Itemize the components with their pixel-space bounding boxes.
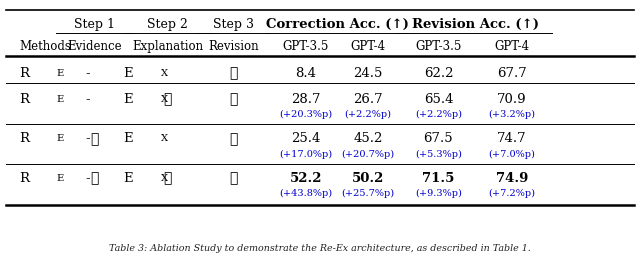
Text: (+25.7%p): (+25.7%p) [341, 189, 395, 198]
Text: -: - [86, 93, 90, 106]
Text: (+5.3%p): (+5.3%p) [415, 150, 462, 159]
Text: Explanation: Explanation [132, 40, 204, 53]
Text: ✓: ✓ [229, 171, 238, 185]
Text: R: R [19, 93, 29, 106]
Text: Step 2: Step 2 [147, 18, 188, 31]
Text: ✓: ✓ [229, 132, 238, 146]
Text: 8.4: 8.4 [296, 67, 316, 80]
Text: E: E [57, 174, 64, 183]
Text: R: R [19, 132, 29, 145]
Text: ✓: ✓ [90, 132, 99, 146]
Text: 45.2: 45.2 [353, 132, 383, 145]
Text: (+7.0%p): (+7.0%p) [488, 150, 536, 159]
Text: ✓: ✓ [90, 171, 99, 185]
Text: Table 3: Ablation Study to demonstrate the Re-Ex architecture, as described in T: Table 3: Ablation Study to demonstrate t… [109, 244, 531, 254]
Text: Step 1: Step 1 [74, 18, 115, 31]
Text: 28.7: 28.7 [291, 93, 321, 106]
Text: E: E [57, 69, 64, 78]
Text: 50.2: 50.2 [352, 172, 384, 185]
Text: Correction Acc. (↑): Correction Acc. (↑) [266, 18, 408, 31]
Text: (+2.2%p): (+2.2%p) [415, 110, 462, 119]
Text: 70.9: 70.9 [497, 93, 527, 106]
Text: Methods: Methods [19, 40, 71, 53]
Text: 62.2: 62.2 [424, 67, 453, 80]
Text: Revision: Revision [208, 40, 259, 53]
Text: E: E [123, 93, 132, 106]
Text: 74.9: 74.9 [496, 172, 528, 185]
Text: (+20.7%p): (+20.7%p) [341, 150, 395, 159]
Text: -: - [86, 172, 90, 185]
Text: 52.2: 52.2 [290, 172, 322, 185]
Text: ✓: ✓ [163, 171, 172, 185]
Text: (+20.3%p): (+20.3%p) [279, 110, 333, 119]
Text: Revision Acc. (↑): Revision Acc. (↑) [412, 18, 539, 31]
Text: GPT-3.5: GPT-3.5 [283, 40, 329, 53]
Text: (+43.8%p): (+43.8%p) [279, 189, 333, 198]
Text: 67.5: 67.5 [424, 132, 453, 145]
Text: 67.7: 67.7 [497, 67, 527, 80]
Text: (+2.2%p): (+2.2%p) [344, 110, 392, 119]
Text: E: E [123, 132, 132, 145]
Text: E: E [123, 67, 132, 80]
Text: (+9.3%p): (+9.3%p) [415, 189, 462, 198]
Text: 74.7: 74.7 [497, 132, 527, 145]
Text: X: X [161, 134, 168, 143]
Text: R: R [19, 67, 29, 80]
Text: 71.5: 71.5 [422, 172, 454, 185]
Text: X: X [161, 174, 168, 183]
Text: GPT-4: GPT-4 [351, 40, 385, 53]
Text: E: E [57, 134, 64, 143]
Text: R: R [19, 172, 29, 185]
Text: -: - [86, 67, 90, 80]
Text: 25.4: 25.4 [291, 132, 321, 145]
Text: (+7.2%p): (+7.2%p) [488, 189, 536, 198]
Text: (+17.0%p): (+17.0%p) [279, 150, 333, 159]
Text: GPT-3.5: GPT-3.5 [415, 40, 461, 53]
Text: -: - [86, 132, 90, 145]
Text: ✓: ✓ [229, 66, 238, 81]
Text: ✓: ✓ [229, 92, 238, 106]
Text: ✓: ✓ [163, 92, 172, 106]
Text: 65.4: 65.4 [424, 93, 453, 106]
Text: E: E [57, 95, 64, 104]
Text: E: E [123, 172, 132, 185]
Text: Evidence: Evidence [67, 40, 122, 53]
Text: (+3.2%p): (+3.2%p) [488, 110, 536, 119]
Text: X: X [161, 69, 168, 78]
Text: 26.7: 26.7 [353, 93, 383, 106]
Text: 24.5: 24.5 [353, 67, 383, 80]
Text: X: X [161, 95, 168, 104]
Text: Step 3: Step 3 [213, 18, 254, 31]
Text: GPT-4: GPT-4 [495, 40, 529, 53]
